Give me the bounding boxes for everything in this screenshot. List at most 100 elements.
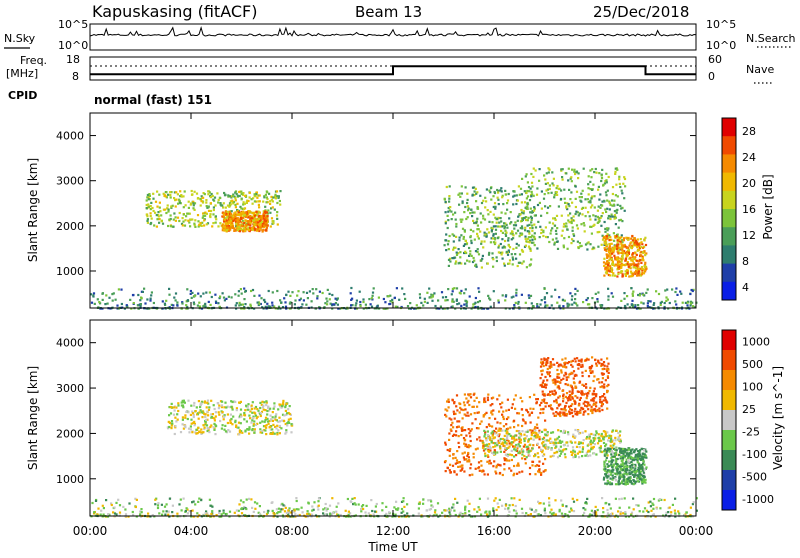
data-pixel [496,189,498,191]
data-pixel [669,302,671,304]
data-pixel [350,287,352,289]
data-pixel [492,397,494,399]
data-pixel [228,206,230,208]
data-pixel [224,226,226,228]
data-pixel [577,368,579,370]
data-pixel [568,406,570,408]
data-pixel [470,209,472,211]
data-pixel [529,248,531,250]
data-pixel [555,415,557,417]
data-pixel [537,398,539,400]
data-pixel [225,298,227,300]
data-pixel [587,451,589,453]
data-pixel [549,365,551,367]
data-pixel [602,235,604,237]
data-pixel [215,425,217,427]
data-pixel [577,241,579,243]
data-pixel [567,384,569,386]
data-pixel [504,447,506,449]
data-pixel [553,400,555,402]
data-pixel [501,196,503,198]
data-pixel [585,207,587,209]
data-pixel [619,183,621,185]
data-pixel [607,295,609,297]
data-pixel [263,225,265,227]
data-pixel [448,195,450,197]
data-pixel [475,222,477,224]
data-pixel [453,401,455,403]
data-pixel [447,211,449,213]
data-pixel [401,287,403,289]
data-pixel [540,366,542,368]
data-pixel [191,190,193,192]
data-pixel [528,438,530,440]
data-pixel [575,213,577,215]
data-pixel [184,417,186,419]
data-pixel [279,432,281,434]
data-pixel [647,305,649,307]
data-pixel [506,202,508,204]
data-pixel [640,459,642,461]
data-pixel [534,473,536,475]
data-pixel [607,255,609,257]
data-pixel [215,411,217,413]
data-pixel [504,230,506,232]
data-pixel [221,204,223,206]
data-pixel [616,257,618,259]
data-pixel [471,215,473,217]
data-pixel [607,377,609,379]
data-pixel [493,241,495,243]
data-pixel [599,396,601,398]
data-pixel [625,455,627,457]
data-pixel [592,393,594,395]
data-pixel [164,209,166,211]
data-pixel [474,190,476,192]
data-pixel [554,383,556,385]
data-pixel [188,201,190,203]
data-pixel [540,384,542,386]
data-pixel [479,231,481,233]
data-pixel [170,406,172,408]
data-pixel [241,432,243,434]
data-pixel [156,226,158,228]
data-pixel [152,193,154,195]
data-pixel [554,379,556,381]
data-pixel [574,401,576,403]
data-pixel [259,428,261,430]
data-pixel [642,460,644,462]
data-pixel [512,237,514,239]
data-pixel [530,295,532,297]
data-pixel [488,231,490,233]
data-pixel [465,397,467,399]
data-pixel [579,242,581,244]
data-pixel [173,406,175,408]
data-pixel [568,410,570,412]
data-pixel [472,220,474,222]
colorbar-tick: 16 [742,203,756,216]
data-pixel [448,201,450,203]
data-pixel [497,299,499,301]
data-pixel [460,434,462,436]
data-pixel [194,424,196,426]
data-pixel [396,287,398,289]
data-pixel [263,409,265,411]
data-pixel [573,302,575,304]
data-pixel [568,374,570,376]
data-pixel [283,420,285,422]
data-pixel [510,470,512,472]
data-pixel [607,480,609,482]
data-pixel [188,207,190,209]
data-pixel [545,445,547,447]
data-pixel [655,290,657,292]
data-pixel [533,236,535,238]
data-pixel [526,197,528,199]
data-pixel [204,427,206,429]
data-pixel [246,202,248,204]
data-pixel [539,226,541,228]
data-pixel [264,429,266,431]
data-pixel [301,303,303,305]
data-pixel [184,426,186,428]
data-pixel [504,442,506,444]
data-pixel [557,377,559,379]
data-pixel [603,477,605,479]
